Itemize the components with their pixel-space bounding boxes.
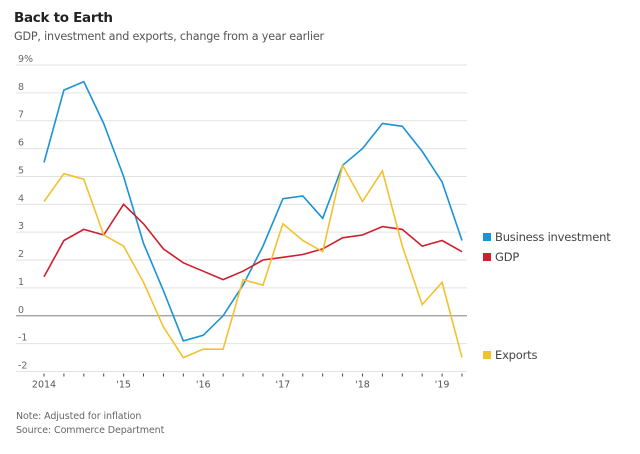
y-tick-label: -1 <box>18 333 27 344</box>
source-text: Source: Commerce Department <box>16 425 165 436</box>
y-tick-label: 1 <box>18 277 24 288</box>
legend-item-gdp: GDP <box>483 250 519 264</box>
legend-label: Business investment <box>495 230 611 244</box>
x-tick-label: '19 <box>435 380 450 391</box>
y-axis: 9% 8 7 6 5 4 3 2 1 0 -1 -2 <box>18 54 33 372</box>
legend-item-exports: Exports <box>483 348 537 362</box>
series-line-gdp <box>43 203 463 281</box>
legend-swatch-icon <box>483 253 491 261</box>
legend-label: Exports <box>495 348 538 362</box>
x-tick-label: '17 <box>276 380 291 391</box>
x-tick-label: '15 <box>116 380 131 391</box>
x-tick-label: '18 <box>355 380 370 391</box>
legend-swatch-icon <box>483 233 491 241</box>
x-tick-label: '16 <box>196 380 211 391</box>
y-tick-label: 9% <box>18 54 33 65</box>
y-tick-label: 2 <box>18 249 24 260</box>
chart-subtitle: GDP, investment and exports, change from… <box>14 30 324 43</box>
y-tick-label: 0 <box>18 305 24 316</box>
y-tick-label: 3 <box>18 221 24 232</box>
y-tick-label: 6 <box>18 138 24 149</box>
gridlines <box>16 64 467 372</box>
legend-swatch-icon <box>483 351 491 359</box>
y-tick-label: 5 <box>18 165 24 176</box>
note-text: Note: Adjusted for inflation <box>16 411 142 422</box>
legend-item-business-investment: Business investment <box>483 230 611 244</box>
legend-label: GDP <box>495 250 520 264</box>
x-tick-label: 2014 <box>32 380 56 391</box>
chart-title: Back to Earth <box>14 10 113 26</box>
y-tick-label: 8 <box>18 82 24 93</box>
y-tick-label: 4 <box>18 193 24 204</box>
series-lines <box>43 80 463 359</box>
y-tick-label: -2 <box>18 361 27 372</box>
footnotes: Note: Adjusted for inflation Source: Com… <box>16 410 164 438</box>
x-axis: 2014 '15 '16 '17 '18 '19 <box>32 373 463 391</box>
y-tick-label: 7 <box>18 110 24 121</box>
series-line-exports <box>43 163 463 359</box>
